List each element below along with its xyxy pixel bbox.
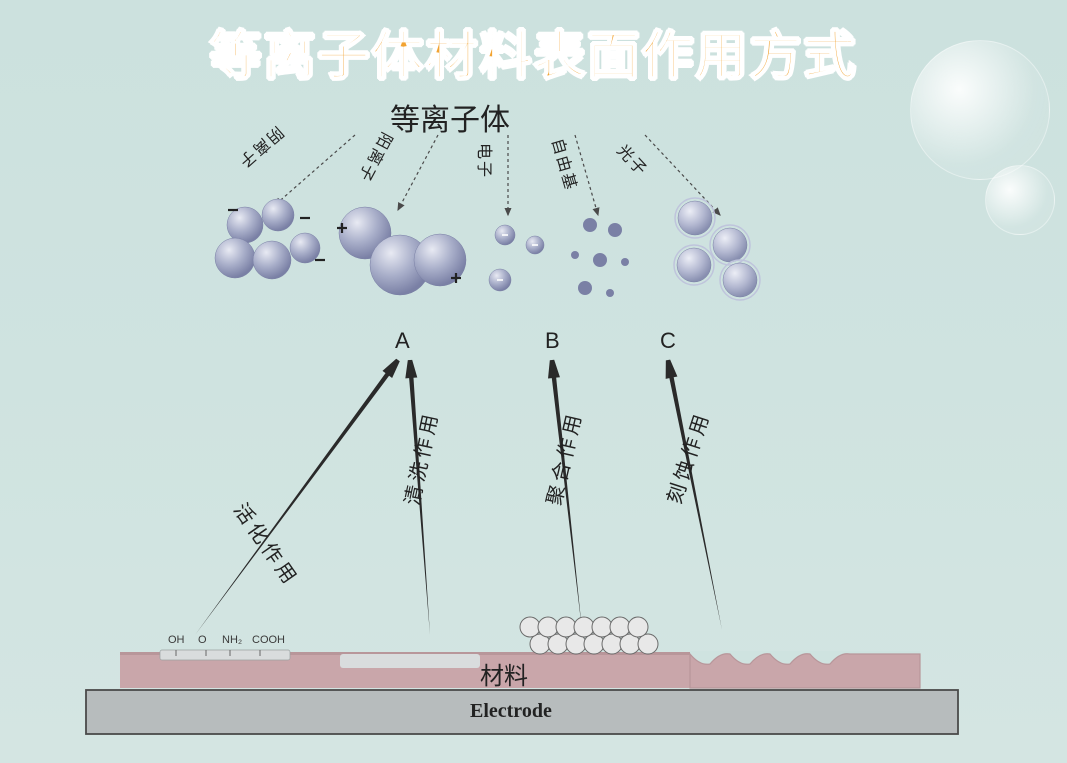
background (0, 0, 1067, 763)
material-label: 材料 (480, 656, 528, 691)
chem-OH: OH (168, 634, 185, 646)
chem-COOH: COOH (252, 634, 285, 646)
decor-bubble (985, 165, 1055, 235)
species-label-2: 电子 (474, 143, 498, 179)
electrode-label: Electrode (470, 700, 552, 723)
label-A: A (395, 328, 410, 354)
chem-O: O (198, 634, 207, 646)
label-C: C (660, 328, 676, 354)
page-title: 等离子体材料表面作用方式 (0, 14, 1067, 89)
chem-NH₂: NH₂ (222, 634, 242, 646)
plasma-subtitle: 等离子体 (390, 95, 510, 139)
label-B: B (545, 328, 560, 354)
